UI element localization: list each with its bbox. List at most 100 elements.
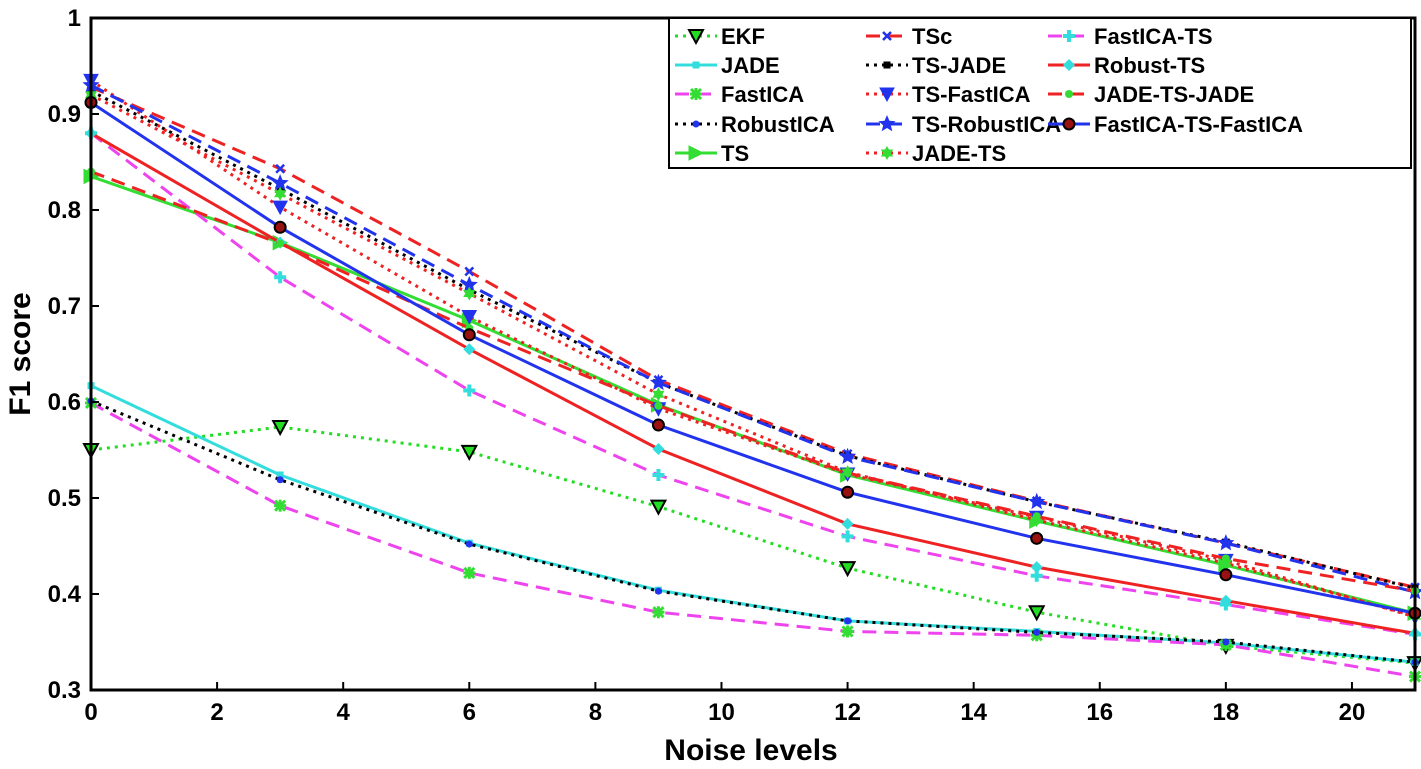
- x-tick-label: 12: [834, 699, 861, 726]
- legend-label-fastica-ts: FastICA-TS: [1094, 24, 1213, 49]
- point-fastica-1: [274, 499, 287, 512]
- series-line-ts-robustica: [90, 83, 1416, 594]
- legend-item-jade-ts-jade: JADE-TS-JADE: [1048, 82, 1254, 107]
- point-fastica-ts-fastica-5: [1030, 531, 1044, 545]
- x-tick-label: 20: [1339, 699, 1366, 726]
- point-robust-ts-5: [1030, 561, 1043, 574]
- legend-marker-ts-jade: [883, 61, 891, 69]
- point-ekf-3: [649, 499, 668, 516]
- point-ts-robustica-5: [1028, 492, 1046, 510]
- legend-label-robustica: RobustICA: [721, 112, 835, 137]
- point-jade-ts-jade-5: [1032, 512, 1041, 521]
- legend-marker-jade: [692, 61, 700, 69]
- point-ekf-1: [271, 419, 289, 437]
- legend-item-robust-ts: Robust-TS: [1048, 53, 1205, 78]
- legend-item-ts-jade: TS-JADE: [866, 53, 1006, 78]
- legend-label-ts: TS: [721, 141, 749, 166]
- point-fastica-3: [652, 606, 665, 619]
- point-fastica-2: [463, 566, 476, 579]
- legend-item-robustica: RobustICA: [675, 112, 835, 137]
- point-robust-ts-2: [463, 343, 476, 356]
- y-tick-label: 0.3: [48, 677, 81, 704]
- legend-marker-fastica-ts-fastica: [1062, 117, 1076, 131]
- series-line-robustica: [90, 399, 1416, 664]
- legend-label-ekf: EKF: [721, 24, 765, 49]
- legend-marker-ekf: [687, 29, 705, 46]
- legend-label-tsc: TSc: [912, 24, 952, 49]
- point-fastica-ts-3: [652, 468, 665, 481]
- legend-item-ts-fastica: TS-FastICA: [866, 82, 1031, 107]
- legend-item-jade: JADE: [675, 53, 780, 78]
- x-tick-label: 2: [210, 699, 223, 726]
- y-tick-label: 0.7: [48, 293, 81, 320]
- ticks-layer: 0 2 4 6 8 10 12 14 16 18 20 0.3 0.4 0.5 0.6 0.7 0.8 0.9 1: [48, 5, 1366, 726]
- y-tick-label: 0.6: [48, 389, 81, 416]
- legend-label-jade-ts: JADE-TS: [912, 141, 1006, 166]
- point-ts-robustica-1: [271, 174, 289, 191]
- point-ts-robustica-3: [649, 373, 667, 391]
- legend-label-ts-fastica: TS-FastICA: [912, 82, 1031, 107]
- x-tick-label: 4: [337, 699, 351, 726]
- series-line-ts-fastica: [90, 79, 1416, 619]
- point-jade-ts-1: [274, 186, 287, 201]
- legend-item-ekf: EKF: [675, 24, 765, 49]
- point-jade-1: [276, 471, 284, 479]
- point-ekf-2: [460, 444, 478, 462]
- legend-box: [668, 17, 1412, 169]
- point-ts-fastica-2: [461, 310, 478, 325]
- legend-marker-jade-ts: [880, 146, 894, 160]
- legend-marker-ts-robustica: [878, 115, 896, 132]
- legend: EKF JADE FastICA RobustICA TS TSc TS-JADE TS-Fa…: [668, 17, 1412, 169]
- point-robustica-2: [465, 540, 473, 548]
- series-line-fastica-ts-fastica: [90, 101, 1416, 615]
- point-robustica-1: [276, 476, 284, 484]
- series-ts-robustica: [82, 76, 1421, 600]
- series-line-robust-ts: [90, 131, 1416, 635]
- y-axis-title: F1 score: [4, 292, 37, 415]
- point-robustica-3: [654, 587, 662, 595]
- y-tick-label: 0.5: [48, 485, 81, 512]
- series-layer: [82, 73, 1421, 683]
- series-jade-ts-jade: [87, 167, 1419, 596]
- point-fastica-ts-4: [841, 530, 854, 543]
- y-tick-label: 0.8: [48, 197, 81, 224]
- point-fastica-ts-2: [463, 384, 476, 397]
- x-tick-label: 10: [708, 699, 735, 726]
- point-ts-fastica-1: [272, 200, 288, 216]
- legend-item-fastica-ts-fastica: FastICA-TS-FastICA: [1048, 112, 1303, 137]
- series-line-jade-ts: [90, 93, 1416, 618]
- legend-marker-ts-fastica: [879, 87, 895, 103]
- point-jade-ts-jade-3: [654, 401, 663, 410]
- legend-label-fastica: FastICA: [721, 82, 804, 107]
- series-robust-ts: [85, 127, 1421, 640]
- legend-item-ts: TS: [675, 141, 749, 166]
- point-fastica-4: [841, 625, 854, 638]
- point-ts-robustica-6: [1217, 534, 1235, 551]
- legend-label-ts-robustica: TS-RobustICA: [912, 112, 1061, 137]
- legend-marker-robustica: [692, 120, 700, 128]
- series-line-ts-jade: [90, 89, 1416, 590]
- legend-item-jade-ts: JADE-TS: [866, 141, 1006, 166]
- x-tick-label: 8: [589, 699, 602, 726]
- point-robustica-4: [844, 617, 852, 625]
- point-fastica-ts-fastica-4: [841, 485, 855, 499]
- point-robustica-6: [1222, 638, 1230, 646]
- legend-marker-robust-ts: [1063, 59, 1075, 71]
- series-line-fastica: [90, 401, 1416, 679]
- legend-marker-ts: [688, 145, 705, 161]
- legend-item-tsc: TSc: [866, 24, 952, 49]
- x-tick-label: 6: [463, 699, 476, 726]
- legend-marker-jade-ts-jade: [1065, 90, 1073, 98]
- legend-item-fastica-ts: FastICA-TS: [1048, 24, 1213, 49]
- x-tick-label: 14: [960, 699, 987, 726]
- legend-label-ts-jade: TS-JADE: [912, 53, 1006, 78]
- series-fastica-ts-fastica: [84, 95, 1421, 620]
- point-tsc-1: [275, 163, 286, 174]
- x-tick-label: 0: [84, 699, 97, 726]
- legend-marker-fastica: [689, 87, 703, 101]
- series-line-fastica-ts: [90, 132, 1416, 636]
- x-tick-label: 16: [1086, 699, 1113, 726]
- point-robust-ts-6: [1219, 594, 1232, 607]
- point-ts-robustica-2: [460, 275, 478, 293]
